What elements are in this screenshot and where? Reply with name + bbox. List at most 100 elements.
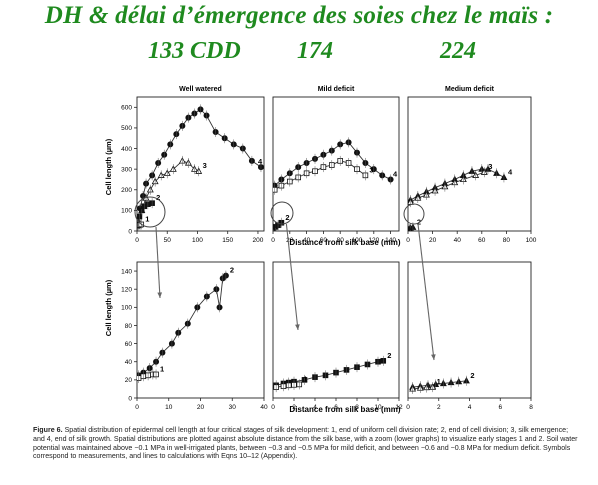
series-label: 1	[437, 377, 441, 386]
series-label: 4	[508, 167, 513, 176]
zoom-arrow	[417, 223, 435, 361]
x-tick-label: 4	[313, 404, 317, 411]
y-tick-label: 80	[125, 323, 133, 330]
arrow-head	[295, 324, 300, 330]
series-label: 3	[488, 162, 492, 171]
x-axis-label-bottom: Distance from silk base (mm)	[289, 405, 400, 414]
x-tick-label: 6	[334, 404, 338, 411]
x-tick-label: 6	[498, 404, 502, 411]
x-tick-label: 40	[303, 237, 311, 244]
zoom-arrow	[155, 226, 161, 299]
y-tick-label: 100	[121, 305, 132, 312]
x-tick-label: 30	[229, 404, 237, 411]
x-tick-label: 60	[320, 237, 328, 244]
x-tick-label: 100	[526, 237, 537, 244]
x-tick-label: 20	[197, 404, 205, 411]
y-tick-label: 40	[125, 359, 133, 366]
y-tick-label: 500	[121, 125, 132, 132]
series-label: 1	[145, 214, 149, 223]
cdd-well-watered: 133 CDD	[148, 38, 241, 64]
arrow-head	[431, 354, 436, 360]
y-tick-label: 400	[121, 146, 132, 153]
chart-panel-5: 0 2 4 6 8 10 12 2 1	[271, 261, 403, 411]
series-label: 2	[156, 193, 160, 202]
x-tick-label: 200	[253, 237, 264, 244]
x-tick-label: 0	[271, 404, 275, 411]
series-line-1	[412, 386, 433, 390]
series-label: 1	[303, 374, 307, 383]
caption-lead: Figure 6.	[33, 426, 63, 434]
x-tick-label: 40	[454, 237, 462, 244]
y-tick-label: 300	[121, 166, 132, 173]
y-axis-label-bottom: Cell length (µm)	[104, 279, 113, 336]
x-tick-label: 2	[292, 404, 296, 411]
panel-title: Medium deficit	[445, 86, 495, 93]
y-tick-label: 140	[121, 268, 132, 275]
chart-panel-3: Medium deficit 0 20 40 60 80 100 4 3 2	[406, 86, 537, 244]
series-label: 4	[393, 169, 398, 178]
zoom-circle	[134, 196, 166, 228]
series-label: 2	[417, 217, 421, 226]
series-label: 3	[203, 161, 207, 170]
x-tick-label: 50	[164, 237, 172, 244]
x-tick-label: 0	[135, 404, 139, 411]
plot-frame	[272, 96, 400, 232]
chart-panel-4: 0 10 20 30 40 0 20 40 60 80 100 120 140 2 1	[121, 261, 268, 411]
plot-frame	[407, 96, 532, 232]
x-tick-label: 0	[135, 237, 139, 244]
series-label: 2	[285, 213, 289, 222]
y-tick-label: 0	[128, 228, 132, 235]
x-tick-label: 100	[192, 237, 203, 244]
x-tick-label: 140	[385, 237, 396, 244]
series-line-3	[137, 160, 199, 221]
y-tick-label: 0	[128, 395, 132, 402]
x-tick-label: 80	[337, 237, 345, 244]
zoom-circle	[270, 201, 294, 225]
y-axis-label-top: Cell length (µm)	[104, 138, 113, 195]
series-label: 1	[160, 364, 164, 373]
x-tick-label: 40	[260, 404, 268, 411]
y-tick-label: 200	[121, 187, 132, 194]
x-tick-label: 8	[355, 404, 359, 411]
x-tick-label: 8	[529, 404, 533, 411]
x-tick-label: 100	[352, 237, 363, 244]
y-tick-label: 120	[121, 287, 132, 294]
zoom-circle	[403, 203, 425, 225]
x-tick-label: 150	[222, 237, 233, 244]
x-tick-label: 20	[286, 237, 294, 244]
x-tick-label: 12	[395, 404, 403, 411]
cdd-mild-deficit: 174	[297, 38, 333, 64]
series-label: 2	[387, 351, 391, 360]
x-tick-label: 80	[503, 237, 511, 244]
panel-title: Well watered	[179, 86, 222, 93]
series-label: 2	[470, 371, 474, 380]
y-tick-label: 600	[121, 105, 132, 112]
figure-caption: Figure 6. Spatial distribution of epider…	[33, 426, 578, 461]
chart-panel-6: 0 2 4 6 8 2 1	[406, 261, 533, 411]
panel-title: Mild deficit	[318, 86, 355, 93]
x-tick-label: 4	[468, 404, 472, 411]
chart-panel-1: Well watered 0 50 100 150 200 0 100 200 300 400 500…	[121, 86, 265, 244]
x-tick-label: 10	[374, 404, 382, 411]
x-tick-label: 10	[165, 404, 173, 411]
zoom-arrow	[285, 223, 299, 331]
x-tick-label: 2	[437, 404, 441, 411]
slide-title: DH & délai d’émergence des soies chez le…	[44, 2, 554, 29]
series-label: 2	[230, 266, 234, 275]
chart-panel-2: Mild deficit 0 20 40 60 80 100 120 140 4 3 2	[271, 86, 400, 244]
series-line-2	[138, 275, 227, 376]
x-tick-label: 20	[429, 237, 437, 244]
series-label: 4	[258, 157, 263, 166]
caption-text: Spatial distribution of epidermal cell l…	[33, 426, 578, 461]
x-axis-label-top: Distance from silk base (mm)	[289, 238, 400, 247]
arrow-head	[157, 292, 163, 298]
plot-frame	[136, 96, 265, 232]
series-label: 3	[369, 165, 373, 174]
x-tick-label: 120	[368, 237, 379, 244]
y-tick-label: 60	[125, 341, 133, 348]
x-tick-label: 60	[478, 237, 486, 244]
y-tick-label: 20	[125, 377, 133, 384]
x-tick-label: 0	[271, 237, 275, 244]
y-tick-label: 100	[121, 208, 132, 215]
